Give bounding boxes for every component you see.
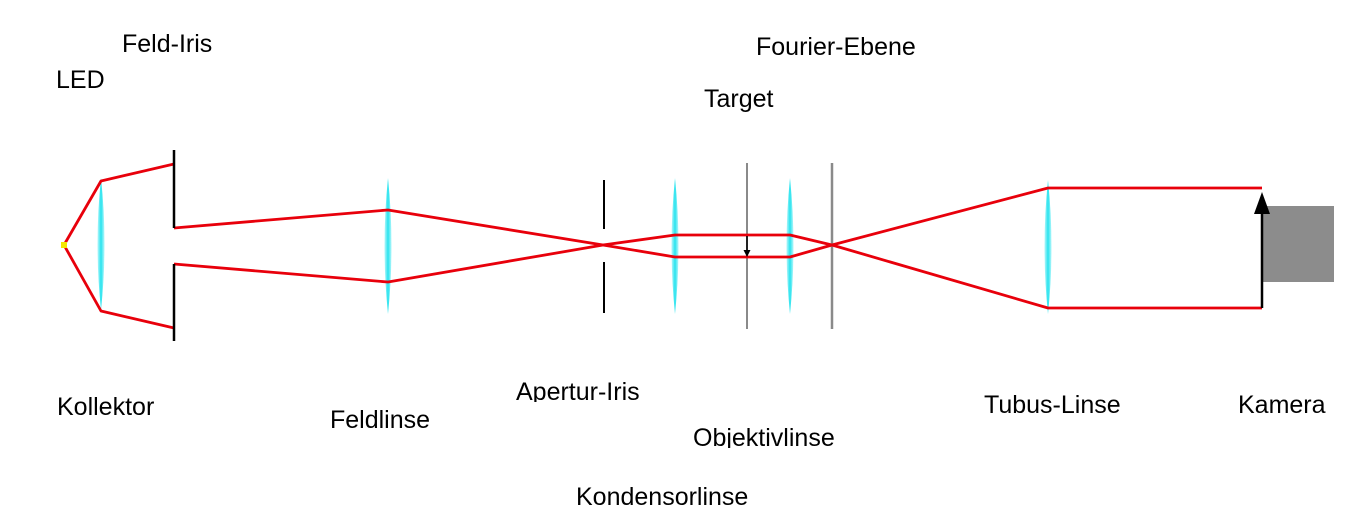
kondensorlinse-label: Kondensorlinse (576, 483, 749, 511)
apertur-iris-label: Apertur-Iris (516, 380, 640, 402)
feldlinse-label: Feldlinse (330, 406, 431, 434)
ray-through-top (173, 186, 1262, 247)
led-source (61, 242, 67, 248)
tubus-lens (1044, 180, 1052, 314)
tubus-linse-label: Tubus-Linse (984, 391, 1121, 419)
kamera-label: Kamera (1238, 391, 1326, 419)
feldlinse-lens (384, 178, 392, 314)
ray-bundle (62, 162, 1262, 330)
ray-lower (62, 244, 175, 330)
image-arrow-head (1254, 192, 1270, 214)
fourier-ebene-label: Fourier-Ebene (756, 33, 916, 61)
kollektor-label: Kollektor (57, 393, 155, 421)
ray-upper (62, 162, 175, 246)
feld-iris-label: Feld-Iris (122, 30, 213, 58)
led-label: LED (56, 66, 105, 94)
objektivlinse-label: Objektivlinse (693, 426, 835, 448)
kollektor-lens (97, 178, 105, 310)
ray-through-bottom (173, 243, 1262, 310)
target-arrow-head (743, 250, 751, 257)
objektivlinse-lens (786, 178, 794, 314)
kondensorlinse-lens (671, 178, 679, 314)
target-label: Target (704, 85, 774, 113)
camera-body (1262, 206, 1334, 282)
